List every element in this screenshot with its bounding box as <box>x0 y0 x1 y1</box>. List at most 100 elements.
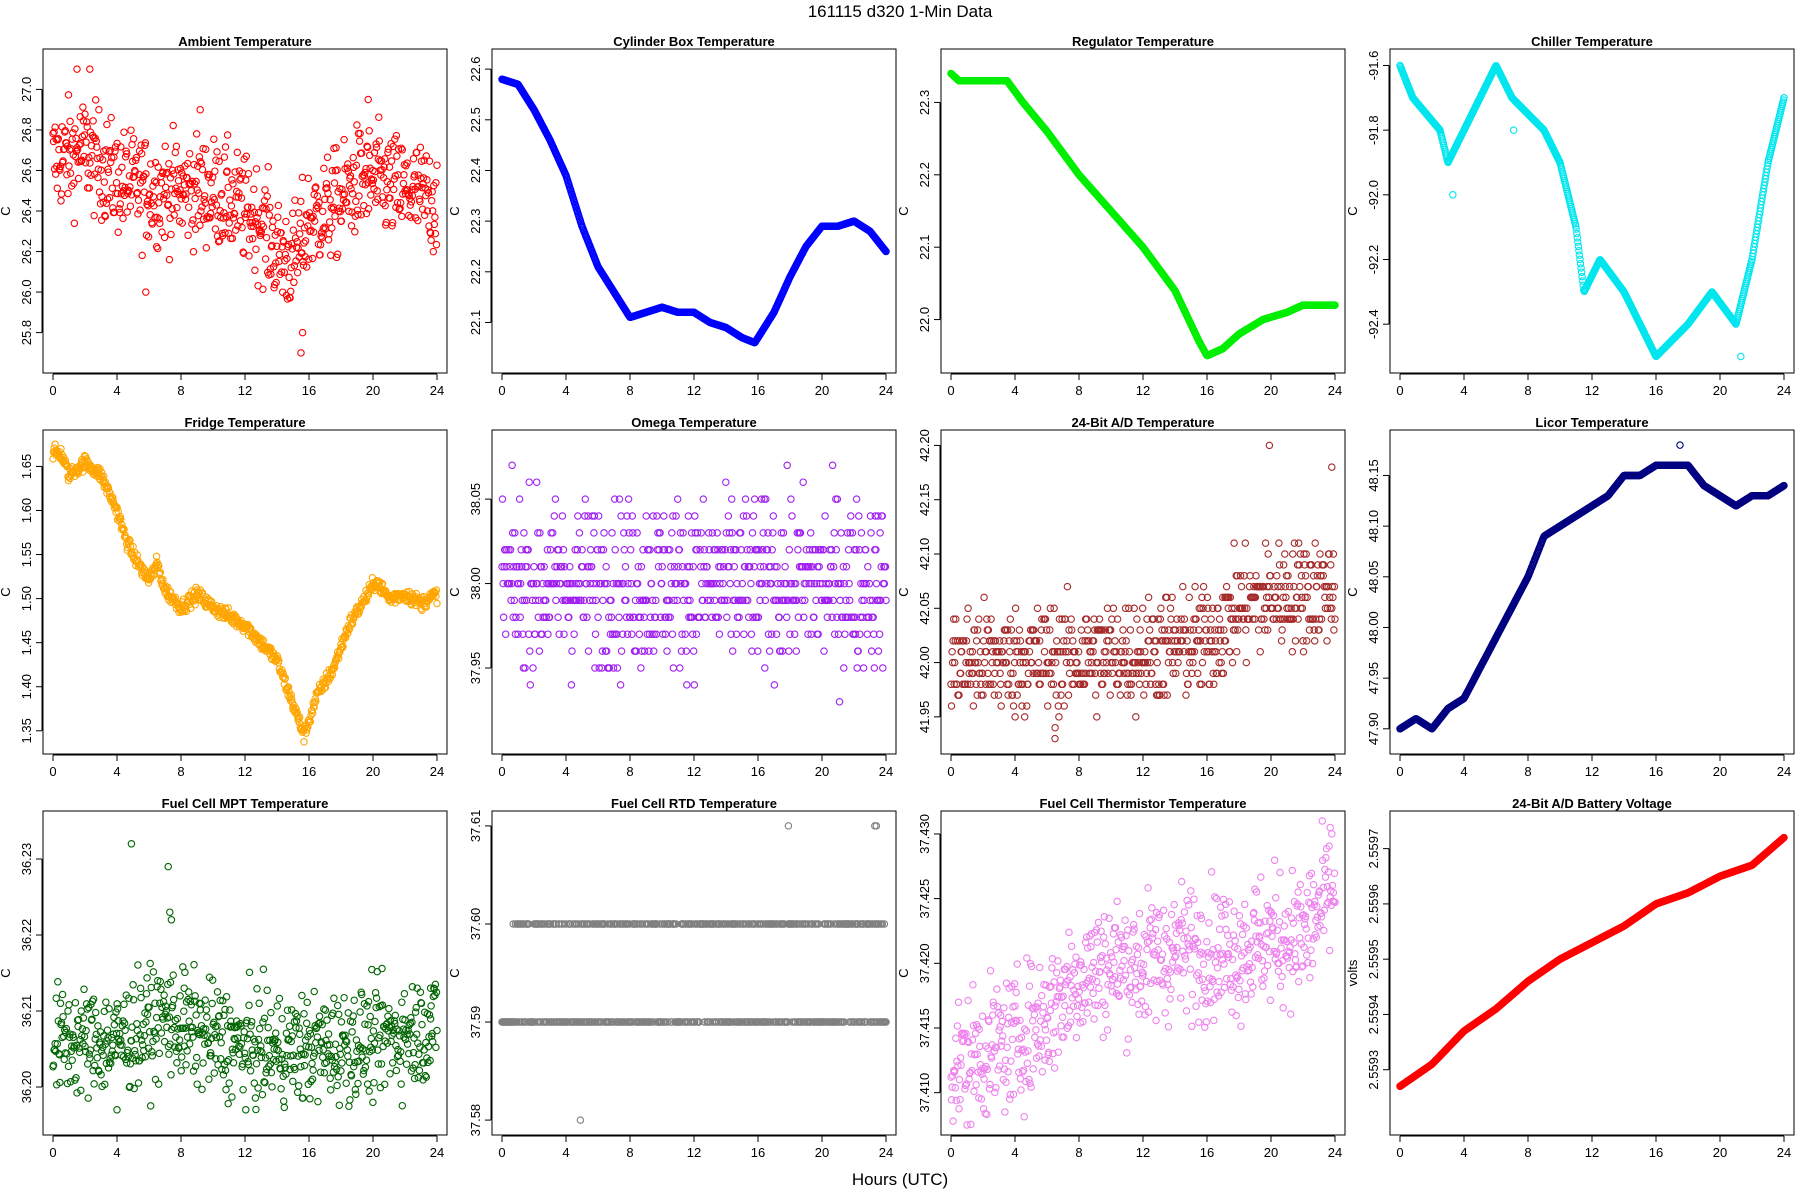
data-point <box>72 134 80 143</box>
data-point <box>400 171 408 179</box>
data-point <box>134 196 143 204</box>
plot-frame <box>42 48 448 374</box>
data-point <box>501 630 510 638</box>
data-point <box>333 166 341 174</box>
x-tick-label: 0 <box>1396 383 1403 398</box>
data-point <box>50 128 58 136</box>
data-point <box>326 196 334 204</box>
data-point <box>328 166 337 175</box>
data-point <box>765 647 774 655</box>
data-point <box>230 210 239 218</box>
data-point <box>340 190 349 198</box>
data-point <box>980 658 989 667</box>
data-point <box>298 173 307 182</box>
data-point <box>291 234 300 242</box>
data-point <box>75 141 83 149</box>
data-point <box>90 211 98 220</box>
data-point <box>323 153 332 162</box>
data-point <box>747 579 755 588</box>
data-point <box>785 647 793 655</box>
data-point <box>131 168 139 176</box>
data-point <box>300 239 308 247</box>
data-point <box>433 161 441 169</box>
outlier-point <box>1449 191 1457 199</box>
data-point <box>396 204 404 213</box>
x-tick-label: 20 <box>1264 764 1278 779</box>
y-tick-label: 38.00 <box>468 567 483 600</box>
plot-frame <box>940 429 1346 755</box>
data-point <box>213 148 221 156</box>
data-point <box>167 230 175 239</box>
data-point <box>297 197 305 206</box>
x-tick-label: 20 <box>815 764 829 779</box>
x-tick-label: 16 <box>302 764 316 779</box>
data-point <box>1122 637 1130 645</box>
data-point <box>426 229 435 237</box>
data-point <box>116 200 125 208</box>
data-point <box>397 144 405 152</box>
data-point <box>608 529 616 537</box>
x-tick-label: 24 <box>1777 383 1791 398</box>
data-point <box>301 237 310 245</box>
data-point <box>392 131 401 140</box>
data-point <box>828 461 837 470</box>
data-point <box>309 228 318 236</box>
data-point <box>1157 604 1165 613</box>
data-point <box>108 184 117 192</box>
data-point <box>301 253 309 261</box>
data-point <box>594 512 603 520</box>
data-point <box>94 173 102 182</box>
data-point <box>653 512 661 520</box>
data-point <box>772 630 781 638</box>
y-tick-label: -92.4 <box>1366 309 1381 339</box>
data-point <box>200 195 208 204</box>
data-point <box>220 209 228 217</box>
data-point <box>198 165 207 174</box>
data-point <box>273 242 281 251</box>
data-point <box>229 180 237 188</box>
x-tick-label: 24 <box>879 383 893 398</box>
data-point <box>274 201 283 210</box>
data-point <box>384 148 392 157</box>
data-point <box>207 178 215 187</box>
data-point <box>57 190 66 198</box>
data-point <box>195 153 204 161</box>
data-point <box>102 199 111 208</box>
data-point <box>727 495 736 503</box>
data-point <box>414 216 422 225</box>
data-point <box>369 176 378 184</box>
data-point <box>349 153 357 162</box>
data-point <box>788 512 796 520</box>
data-point <box>321 195 329 204</box>
data-point <box>963 615 971 623</box>
data-point <box>160 233 169 242</box>
data-point <box>499 613 508 622</box>
data-point <box>348 189 357 198</box>
data-point <box>845 596 854 605</box>
y-tick-label: 26.0 <box>19 279 34 304</box>
data-point <box>228 176 236 184</box>
y-tick-label: 41.95 <box>917 701 932 734</box>
data-point <box>761 664 769 672</box>
x-tick-label: 4 <box>1011 764 1018 779</box>
y-tick-label: 26.6 <box>19 158 34 183</box>
data-point <box>728 647 737 655</box>
data-point <box>65 162 73 170</box>
data-point <box>723 613 731 622</box>
data-point <box>673 495 682 503</box>
outlier-point <box>364 95 372 104</box>
data-point <box>337 217 346 225</box>
data-point <box>212 201 221 209</box>
data-point <box>141 139 150 147</box>
data-point <box>508 461 516 470</box>
data-point <box>575 529 584 537</box>
data-point <box>835 698 844 706</box>
data-point <box>427 236 435 244</box>
panel-5: Fridge TemperatureC048121620241.351.401.… <box>0 415 448 779</box>
data-point <box>264 163 272 171</box>
data-point <box>363 143 372 152</box>
data-points <box>498 461 890 706</box>
data-point <box>684 512 693 520</box>
